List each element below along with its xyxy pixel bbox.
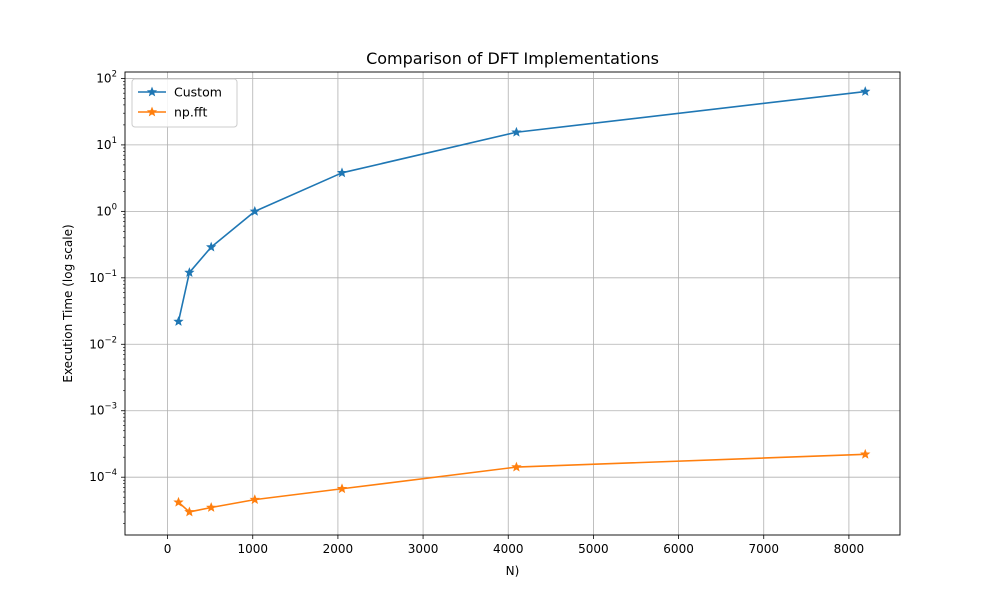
data-point xyxy=(511,126,522,137)
x-tick-label: 7000 xyxy=(748,542,779,556)
y-tick-label: 102 xyxy=(96,69,117,85)
series-line xyxy=(177,453,866,513)
x-tick-label: 4000 xyxy=(493,542,524,556)
y-tick-exponent: −4 xyxy=(104,468,117,478)
series-layer xyxy=(173,86,871,517)
series-np-fft xyxy=(173,448,871,517)
y-tick-exponent: 1 xyxy=(112,136,117,146)
legend-label: Custom xyxy=(174,85,222,100)
legend-item: Custom xyxy=(138,85,222,100)
data-point xyxy=(173,316,184,326)
legend-label: np.fft xyxy=(174,105,207,120)
y-tick-label: 10−2 xyxy=(89,335,117,351)
data-point xyxy=(184,506,195,517)
data-point xyxy=(336,167,348,178)
y-tick-label: 10−4 xyxy=(89,468,117,484)
legend-marker xyxy=(146,86,158,97)
y-tick-exponent: 0 xyxy=(112,202,117,212)
y-axis-label: Execution Time (log scale) xyxy=(61,224,75,382)
x-axis-ticks: 0 1000 2000 3000 4000 5000 6000 7000 8000 xyxy=(164,535,864,556)
series-line xyxy=(177,90,866,322)
data-point xyxy=(173,496,184,507)
x-tick-label: 0 xyxy=(164,542,172,556)
y-tick-base: 10 xyxy=(96,138,111,152)
y-tick-base: 10 xyxy=(89,470,104,484)
chart-title: Comparison of DFT Implementations xyxy=(366,49,659,68)
y-tick-label: 10−3 xyxy=(89,402,117,418)
legend-marker xyxy=(146,106,158,117)
y-tick-label: 10−1 xyxy=(89,269,117,285)
data-point xyxy=(249,205,260,216)
x-tick-label: 1000 xyxy=(237,542,268,556)
x-tick-label: 3000 xyxy=(408,542,439,556)
y-tick-exponent: −3 xyxy=(104,402,117,412)
y-tick-label: 100 xyxy=(96,202,117,218)
y-tick-base: 10 xyxy=(96,71,111,85)
y-tick-base: 10 xyxy=(96,204,111,218)
y-tick-label: 101 xyxy=(96,136,117,152)
y-tick-exponent: 2 xyxy=(112,69,117,79)
series-custom xyxy=(173,86,871,326)
legend-item: np.fft xyxy=(138,105,207,120)
legend-box xyxy=(131,78,238,128)
grid xyxy=(125,72,900,535)
data-point xyxy=(511,461,522,472)
data-point xyxy=(336,483,348,494)
y-tick-base: 10 xyxy=(89,271,104,285)
y-tick-base: 10 xyxy=(89,337,104,351)
data-point xyxy=(860,86,871,96)
plot-area-frame xyxy=(124,71,901,536)
data-point xyxy=(206,502,217,512)
data-point xyxy=(860,448,871,459)
y-tick-exponent: −2 xyxy=(104,335,117,345)
x-tick-label: 5000 xyxy=(578,542,609,556)
data-point xyxy=(184,267,195,277)
y-tick-base: 10 xyxy=(89,404,104,418)
data-point xyxy=(206,241,217,252)
y-tick-exponent: −1 xyxy=(104,269,117,279)
legend: Custom np.fft xyxy=(131,78,238,128)
x-tick-label: 6000 xyxy=(663,542,694,556)
data-point xyxy=(249,494,260,505)
x-axis-label: N) xyxy=(506,564,520,578)
x-tick-label: 8000 xyxy=(834,542,865,556)
x-tick-label: 2000 xyxy=(323,542,354,556)
